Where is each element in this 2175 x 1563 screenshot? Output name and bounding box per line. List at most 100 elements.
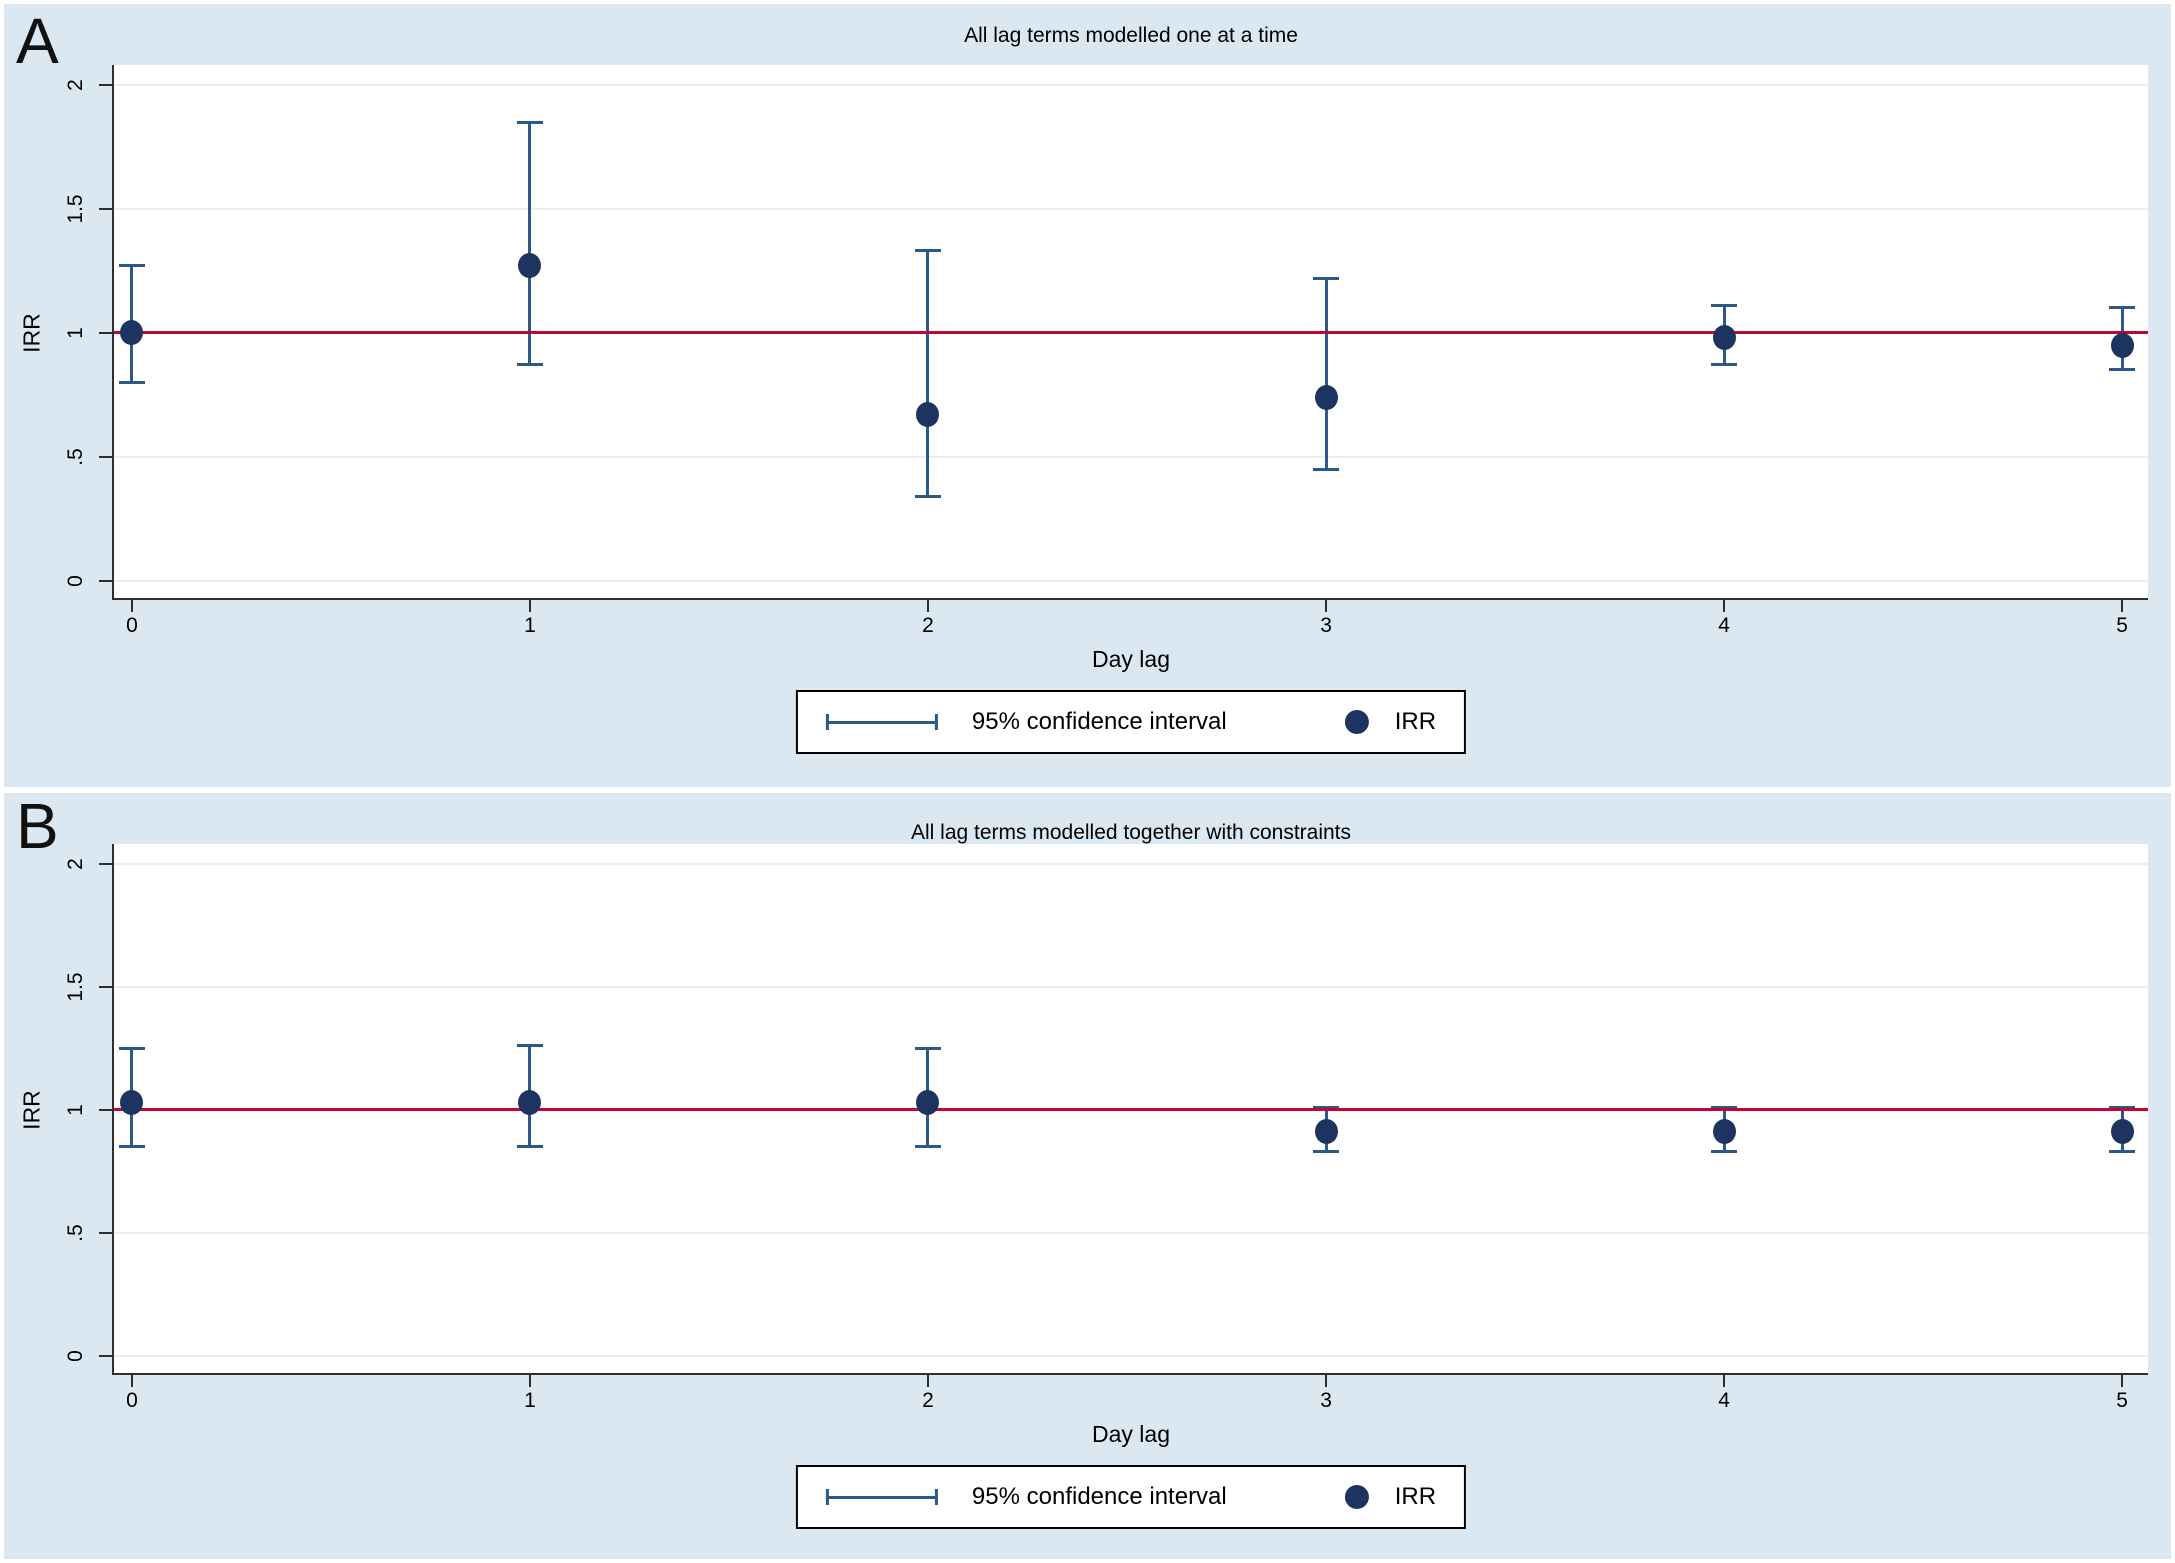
x-axis-line	[112, 598, 2148, 600]
x-tick-label-3: 3	[1320, 614, 1332, 637]
x-tick-label-1: 1	[524, 614, 536, 637]
legend-label-irr: IRR	[1394, 708, 1437, 735]
ci-cap-top-lag-2	[914, 249, 941, 253]
gridline-y-1.5	[114, 207, 2148, 210]
y-tick-1.5	[99, 207, 112, 210]
gridline-y-1.5	[114, 985, 2148, 988]
y-tick-label-1: 1	[64, 326, 87, 339]
ci-cap-top-lag-1	[516, 120, 543, 124]
panel-title-a: All lag terms modelled one at a time	[964, 24, 1298, 47]
irr-marker-lag-0	[120, 320, 144, 346]
y-axis-line	[112, 65, 114, 600]
x-tick-label-4: 4	[1718, 614, 1730, 637]
y-tick-1	[99, 1108, 112, 1111]
ci-cap-top-lag-3	[1313, 1105, 1340, 1109]
irr-marker-lag-2	[916, 402, 940, 428]
ci-cap-bottom-lag-2	[914, 494, 941, 498]
ci-cap-bottom-lag-0	[118, 1145, 145, 1149]
irr-marker-lag-3	[1314, 1119, 1338, 1145]
panel-label-b: B	[16, 790, 59, 862]
ci-cap-top-lag-1	[516, 1044, 543, 1048]
x-tick-2	[926, 1375, 929, 1387]
legend-label-irr: IRR	[1394, 1483, 1437, 1510]
ci-errorbar-icon	[825, 1488, 938, 1506]
irr-marker-lag-0	[120, 1089, 144, 1115]
x-tick-1	[528, 600, 531, 612]
y-tick-0	[99, 1354, 112, 1357]
x-tick-label-2: 2	[922, 1389, 934, 1412]
y-tick-2	[99, 83, 112, 86]
y-tick-0	[99, 579, 112, 582]
irr-marker-icon	[1344, 1485, 1369, 1509]
irr-marker-lag-4	[1712, 325, 1736, 351]
x-tick-0	[130, 1375, 133, 1387]
x-tick-label-1: 1	[524, 1389, 536, 1412]
ci-cap-top-lag-0	[118, 264, 145, 268]
x-tick-label-4: 4	[1718, 1389, 1730, 1412]
y-tick-label-0: 0	[64, 1349, 87, 1362]
x-tick-label-0: 0	[126, 1389, 138, 1412]
legend-label-ci: 95% confidence interval	[971, 708, 1227, 735]
ci-cap-top-lag-5	[2109, 306, 2136, 310]
irr-marker-lag-5	[2110, 1119, 2134, 1145]
ci-errorbar-lag-3	[1324, 278, 1328, 470]
x-tick-4	[1723, 1375, 1726, 1387]
ci-cap-bottom-lag-3	[1313, 467, 1340, 471]
irr-marker-lag-3	[1314, 384, 1338, 410]
x-tick-label-3: 3	[1320, 1389, 1332, 1412]
gridline-y-0	[114, 1354, 2148, 1357]
y-tick-0.5	[99, 455, 112, 458]
x-tick-4	[1723, 600, 1726, 612]
x-tick-label-5: 5	[2116, 1389, 2128, 1412]
plot-area-b	[114, 844, 2148, 1373]
ci-cap-bottom-lag-5	[2109, 368, 2136, 372]
panel-a: A All lag terms modelled one at a time I…	[4, 4, 2171, 787]
y-axis-title-a: IRR	[18, 312, 45, 353]
reference-line-irr-1	[114, 331, 2148, 335]
ci-errorbar-lag-2	[926, 250, 930, 497]
ci-cap-bottom-lag-4	[1711, 1150, 1738, 1154]
x-tick-3	[1325, 600, 1328, 612]
irr-marker-lag-2	[916, 1089, 940, 1115]
y-axis-line	[112, 844, 114, 1375]
irr-marker-lag-4	[1712, 1119, 1736, 1145]
x-tick-label-0: 0	[126, 614, 138, 637]
ci-cap-bottom-lag-5	[2109, 1150, 2136, 1154]
ci-cap-bottom-lag-2	[914, 1145, 941, 1149]
y-tick-label-2: 2	[64, 78, 87, 91]
y-tick-1.5	[99, 985, 112, 988]
irr-marker-icon	[1344, 710, 1369, 734]
x-tick-0	[130, 600, 133, 612]
x-tick-3	[1325, 1375, 1328, 1387]
reference-line-irr-1	[114, 1108, 2148, 1112]
panel-title-b: All lag terms modelled together with con…	[910, 821, 1352, 844]
ci-cap-bottom-lag-0	[118, 380, 145, 384]
y-tick-0.5	[99, 1231, 112, 1234]
ci-cap-top-lag-0	[118, 1046, 145, 1050]
y-tick-label-2: 2	[64, 857, 87, 870]
ci-cap-bottom-lag-4	[1711, 363, 1738, 367]
x-axis-title-a: Day lag	[1092, 646, 1170, 672]
ci-cap-top-lag-3	[1313, 276, 1340, 280]
gridline-y-0.5	[114, 455, 2148, 458]
panel-b: B All lag terms modelled together with c…	[4, 790, 2171, 1559]
y-tick-label-0.5: .5	[64, 1223, 87, 1242]
plot-area-a	[114, 65, 2148, 598]
x-tick-2	[926, 600, 929, 612]
x-tick-5	[2121, 1375, 2124, 1387]
y-tick-label-1.5: 1.5	[64, 194, 87, 224]
gridline-y-2	[114, 862, 2148, 865]
irr-marker-lag-1	[518, 1089, 542, 1115]
x-tick-label-5: 5	[2116, 614, 2128, 637]
ci-cap-bottom-lag-1	[516, 1145, 543, 1149]
ci-cap-bottom-lag-1	[516, 363, 543, 367]
y-tick-label-0: 0	[64, 574, 87, 587]
ci-cap-top-lag-4	[1711, 1105, 1738, 1109]
ci-errorbar-icon	[825, 713, 938, 731]
panel-label-a: A	[16, 5, 59, 77]
gridline-y-2	[114, 83, 2148, 86]
y-tick-label-1: 1	[64, 1103, 87, 1116]
legend-b: 95% confidence interval IRR	[795, 1465, 1467, 1529]
x-tick-label-2: 2	[922, 614, 934, 637]
y-tick-label-0.5: .5	[64, 447, 87, 466]
